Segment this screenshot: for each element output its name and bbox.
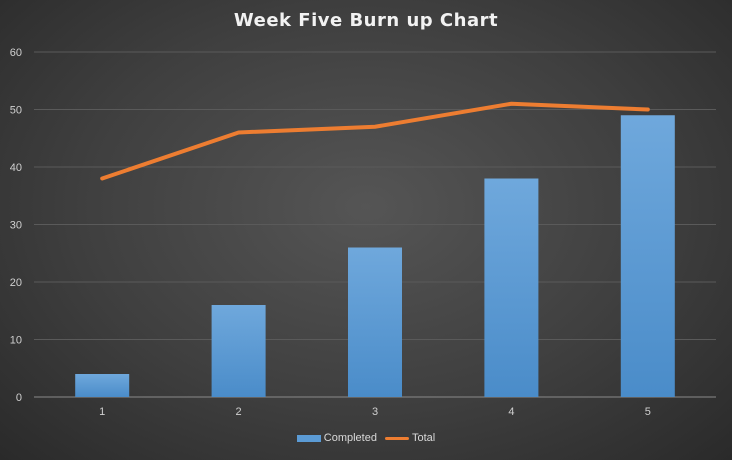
bar-completed-5	[620, 115, 675, 397]
chart-title: Week Five Burn up Chart	[233, 10, 499, 31]
y-tick-label: 50	[10, 105, 22, 117]
legend-item-total: Total	[384, 432, 436, 444]
x-tick-label: 2	[236, 406, 242, 418]
bar-completed-2	[211, 305, 266, 397]
y-tick-label: 60	[10, 47, 22, 59]
bar-completed-1	[75, 374, 130, 397]
y-tick-label: 30	[10, 220, 22, 232]
legend-label-completed: Completed	[323, 432, 377, 444]
y-tick-label: 40	[10, 162, 22, 174]
x-tick-label: 1	[99, 406, 105, 418]
bar-completed-3	[348, 247, 402, 397]
x-tick-label: 5	[645, 406, 651, 418]
y-tick-label: 0	[16, 392, 22, 404]
legend-item-completed: Completed	[296, 432, 377, 444]
legend-label-total: Total	[411, 432, 436, 444]
x-tick-label: 3	[372, 406, 378, 418]
bar-completed-4	[484, 178, 539, 397]
x-tick-label: 4	[508, 406, 514, 418]
legend-swatch-completed	[296, 434, 321, 442]
legend-swatch-total	[384, 436, 409, 440]
y-tick-label: 10	[10, 335, 22, 347]
y-tick-label: 20	[10, 277, 22, 289]
legend: Completed Total	[0, 432, 732, 444]
